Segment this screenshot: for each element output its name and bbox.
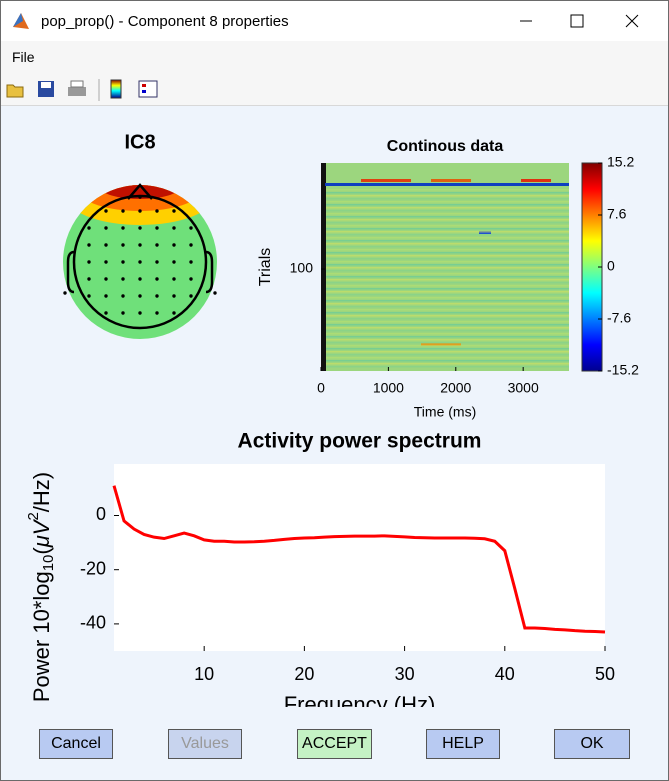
colorbar-tick-label: -15.2 xyxy=(607,362,639,378)
x-tick-label: 1000 xyxy=(373,380,404,396)
window-controls[interactable] xyxy=(508,1,668,41)
y-axis-label: Trials xyxy=(257,248,274,287)
window-title: pop_prop() - Component 8 properties xyxy=(41,12,289,30)
x-tick-label: 20 xyxy=(294,664,314,684)
topo-title: IC8 xyxy=(124,131,155,153)
plot-title: Activity power spectrum xyxy=(238,430,482,453)
values-button: Values xyxy=(168,729,242,759)
x-axis-label: Frequency (Hz) xyxy=(284,692,436,707)
cancel-button[interactable]: Cancel xyxy=(39,729,113,759)
title-bar: pop_prop() - Component 8 properties xyxy=(1,1,668,41)
y-tick-label: 0 xyxy=(96,504,106,524)
y-axis-label-part: μV xyxy=(29,518,54,548)
menu-bar: File xyxy=(1,41,668,73)
y-axis-label-part: 10 xyxy=(40,555,57,572)
help-button[interactable]: HELP xyxy=(426,729,500,759)
x-tick-label: 10 xyxy=(194,664,214,684)
topoplot xyxy=(63,183,217,339)
colorbar-tick-label: 15.2 xyxy=(607,154,634,170)
y-axis-label-part: Power 10*log xyxy=(29,571,54,702)
app-icon xyxy=(13,13,29,29)
colorbar-tick-label: -7.6 xyxy=(607,310,631,326)
y-axis-label-part: 2 xyxy=(25,512,42,520)
x-axis-label: Time (ms) xyxy=(414,404,476,420)
y-axis-label-part: ( xyxy=(29,547,54,555)
x-tick-label: 3000 xyxy=(508,380,539,396)
colorbar-tick-label: 0 xyxy=(607,258,615,274)
spectrum-line xyxy=(112,485,606,634)
accept-button[interactable]: ACCEPT xyxy=(297,729,372,759)
x-tick-label: 40 xyxy=(495,664,515,684)
ok-button[interactable]: OK xyxy=(554,729,630,759)
toolbar xyxy=(1,73,668,106)
menu-item[interactable]: File xyxy=(12,49,35,65)
erp-image xyxy=(321,163,569,371)
colorbar-tick-label: 7.6 xyxy=(607,206,627,222)
spectrum-axes xyxy=(114,464,605,651)
x-tick-label: 0 xyxy=(317,380,325,396)
x-tick-label: 30 xyxy=(395,664,415,684)
x-tick-label: 2000 xyxy=(440,380,471,396)
toolbar-icons[interactable] xyxy=(1,73,181,105)
y-tick-label: 100 xyxy=(290,260,314,276)
y-tick-label: -20 xyxy=(80,558,106,578)
y-axis-label: Power 10*log10(μV2/Hz) xyxy=(25,472,57,702)
x-tick-label: 50 xyxy=(595,664,615,684)
y-axis-label-part: /Hz) xyxy=(29,472,54,512)
plot-title: Continous data xyxy=(387,138,504,155)
y-tick-label: -40 xyxy=(80,613,106,633)
